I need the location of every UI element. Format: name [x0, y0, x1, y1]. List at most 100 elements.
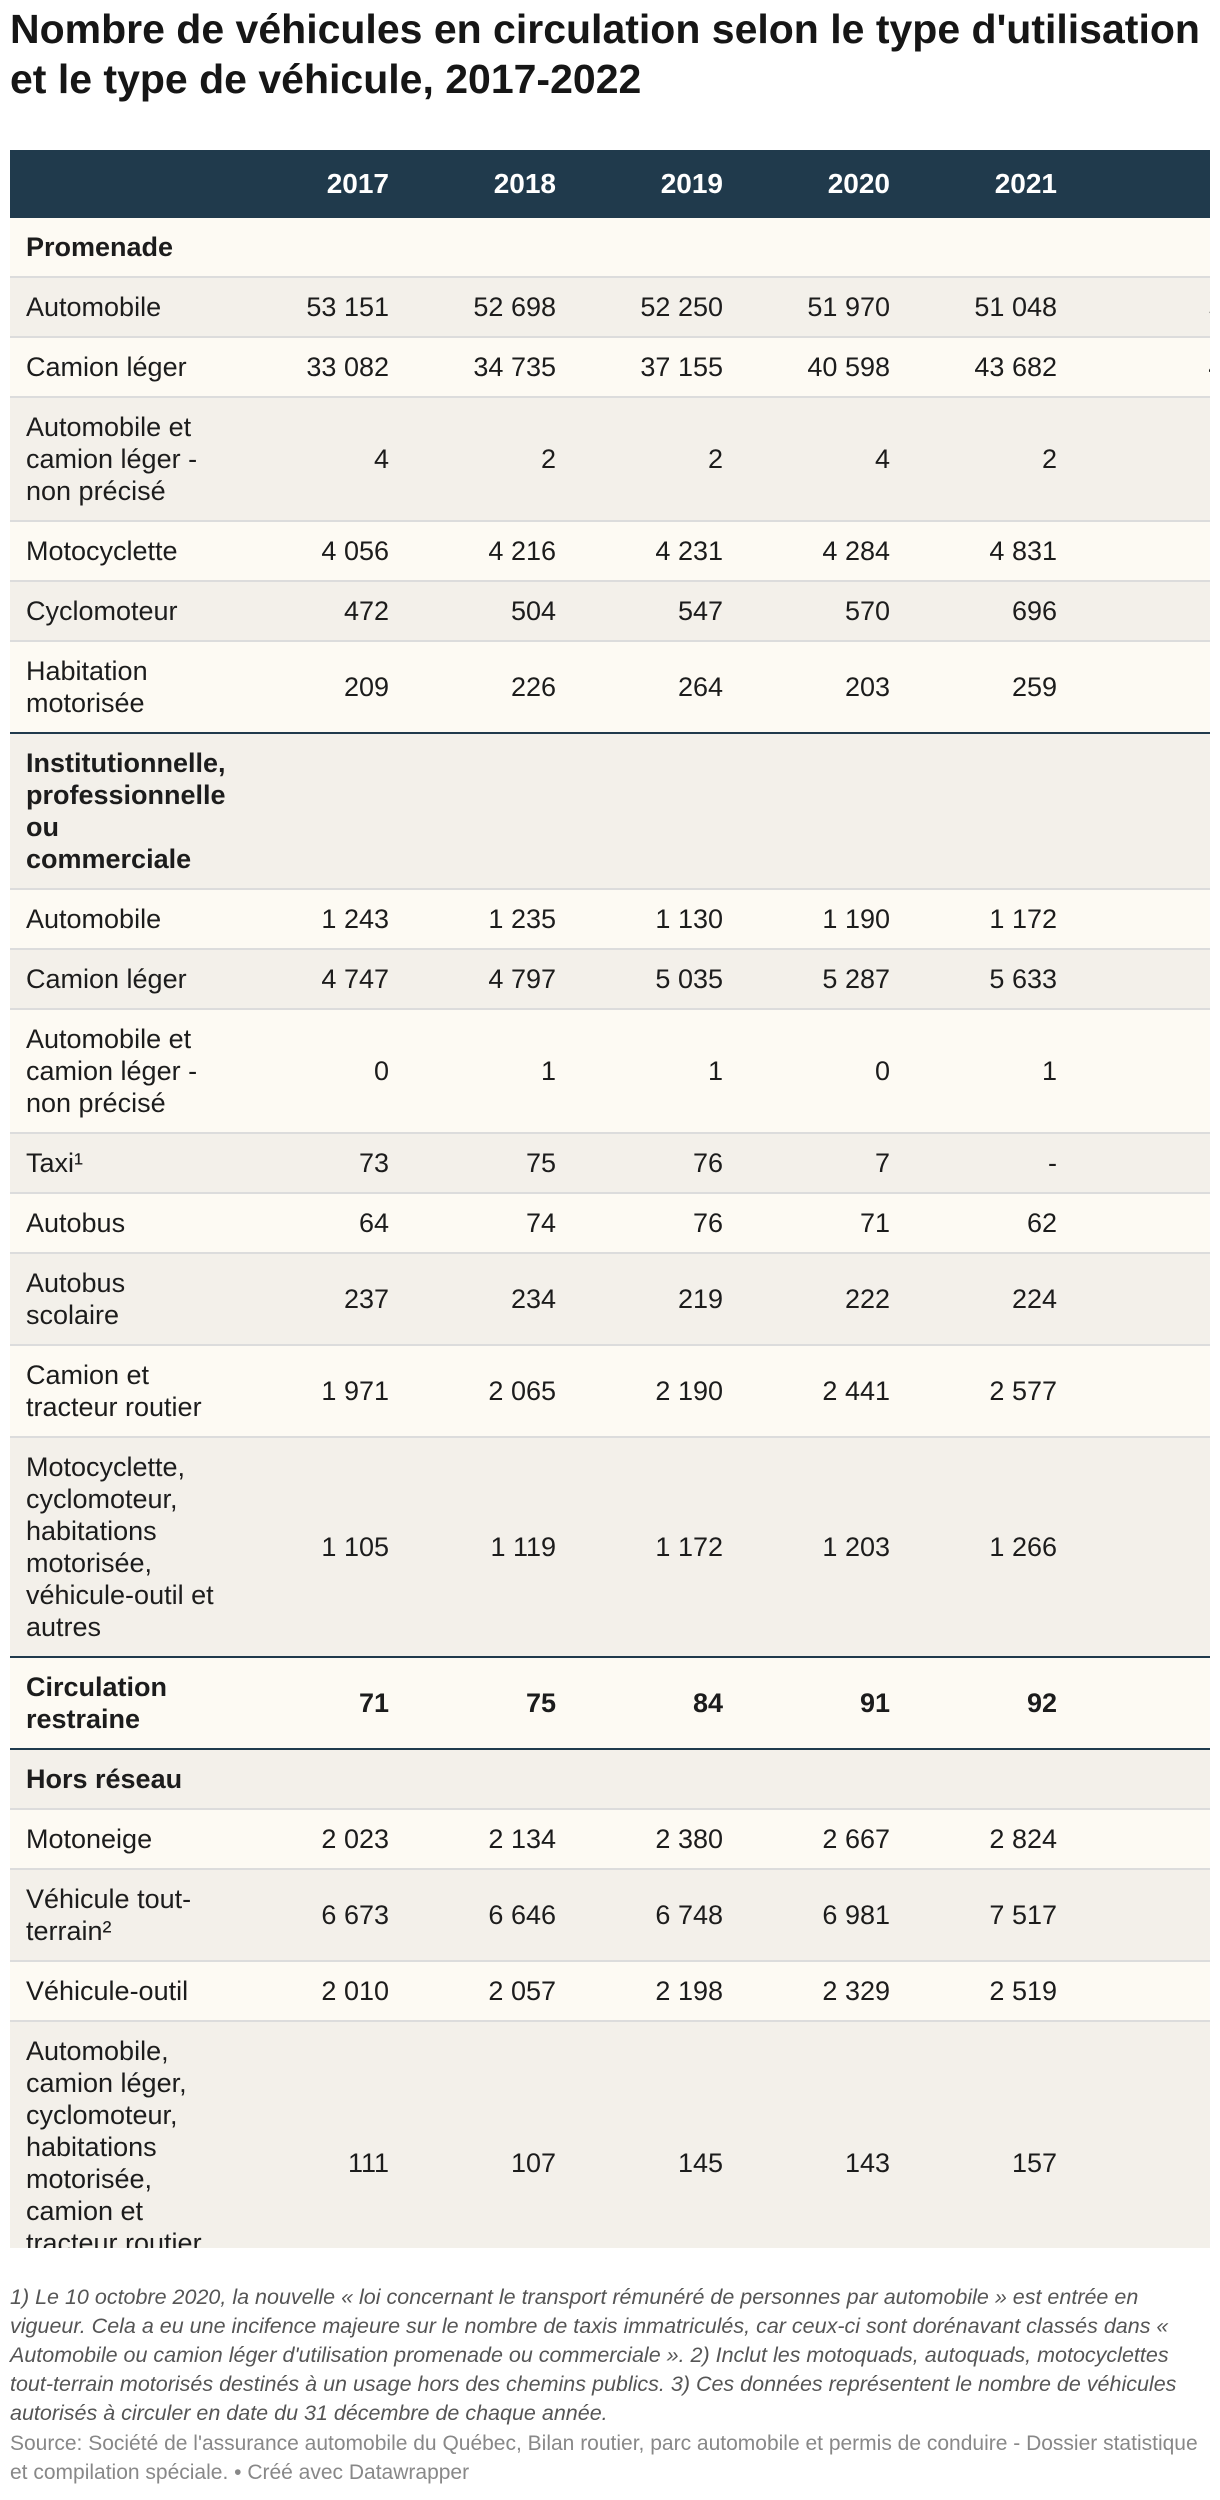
value-cell	[232, 1748, 399, 1809]
value-cell: 2 010	[232, 1960, 399, 2021]
value-cell: 2 824	[900, 1808, 1067, 1869]
value-cell: 1 172	[566, 1436, 733, 1657]
value-cell: 5 287	[733, 948, 900, 1009]
source-line: Source: Société de l'assurance automobil…	[10, 2429, 1210, 2487]
value-cell: 84	[566, 1656, 733, 1749]
row-label: Automobile	[10, 276, 232, 337]
value-cell: 76	[566, 1132, 733, 1193]
value-cell	[399, 1748, 566, 1809]
table-container[interactable]: 2017 2018 2019 2020 2021 202 PromenadeAu…	[10, 150, 1210, 2248]
table-row: Automobile et camion léger - non précisé…	[10, 1008, 1210, 1133]
value-cell: 91	[733, 1656, 900, 1749]
value-cell: 0	[232, 1008, 399, 1133]
row-label: Véhicule tout-terrain²	[10, 1868, 232, 1961]
value-cell: 4 231	[566, 520, 733, 581]
footnotes: 1) Le 10 octobre 2020, la nouvelle « loi…	[10, 2285, 1177, 2425]
value-cell: 226	[399, 640, 566, 733]
row-label: Hors réseau	[10, 1748, 232, 1809]
value-cell: 8	[1067, 1192, 1210, 1253]
value-cell: 1 971	[232, 1344, 399, 1437]
value-cell: 1 190	[733, 888, 900, 949]
value-cell: 2 329	[733, 1960, 900, 2021]
header-cell-year[interactable]: 2020	[733, 150, 900, 218]
value-cell: 45 13	[1067, 336, 1210, 397]
header-cell-year[interactable]: 202	[1067, 150, 1210, 218]
value-cell: 4 216	[399, 520, 566, 581]
source-text: Source: Société de l'assurance automobil…	[10, 2432, 1198, 2484]
value-cell: 37 155	[566, 336, 733, 397]
value-cell: 75	[399, 1656, 566, 1749]
value-cell: 1 266	[900, 1436, 1067, 1657]
value-cell: 81	[1067, 580, 1210, 641]
value-cell: 209	[232, 640, 399, 733]
value-cell: 234	[399, 1252, 566, 1345]
value-cell: 31	[1067, 640, 1210, 733]
value-cell: 2 519	[900, 1960, 1067, 2021]
value-cell: 1	[900, 1008, 1067, 1133]
table-header-row: 2017 2018 2019 2020 2021 202	[10, 150, 1210, 218]
value-cell: 2	[900, 396, 1067, 521]
header-cell-year[interactable]: 2019	[566, 150, 733, 218]
value-cell: 62	[900, 1192, 1067, 1253]
value-cell: 71	[232, 1656, 399, 1749]
value-cell: 6 673	[232, 1868, 399, 1961]
separator-dot: •	[234, 2461, 248, 2484]
header-cell-year[interactable]: 2018	[399, 150, 566, 218]
row-label: Institutionnelle, professionnelle ou com…	[10, 732, 232, 889]
value-cell	[232, 732, 399, 889]
value-cell	[1067, 1008, 1210, 1133]
value-cell: 33 082	[232, 336, 399, 397]
value-cell	[566, 218, 733, 277]
value-cell: 76	[566, 1192, 733, 1253]
table-row: Automobile 53 151 52 698 52 250 51 970 51 048…	[10, 276, 1210, 337]
value-cell: 2 441	[733, 1344, 900, 1437]
row-label: Motoneige	[10, 1808, 232, 1869]
value-cell: 75	[399, 1132, 566, 1193]
table-row: Véhicule tout-terrain² 6 673 6 646 6 748 6 9…	[10, 1868, 1210, 1961]
section-header-row: Promenade	[10, 218, 1210, 277]
header-cell-year[interactable]: 2021	[900, 150, 1067, 218]
row-label: Motocyclette	[10, 520, 232, 581]
value-cell: 5 035	[566, 948, 733, 1009]
value-cell: 22	[1067, 1252, 1210, 1345]
value-cell	[733, 218, 900, 277]
value-cell: 4 056	[232, 520, 399, 581]
value-cell	[1067, 396, 1210, 521]
value-cell: 1	[399, 1008, 566, 1133]
value-cell: 259	[900, 640, 1067, 733]
value-cell: 1 172	[900, 888, 1067, 949]
value-cell: 7 66	[1067, 1868, 1210, 1961]
table-row: Autobus scolaire23723421922222422	[10, 1252, 1210, 1345]
value-cell: 1 38	[1067, 1436, 1210, 1657]
table-row: Habitation motorisée20922626420325931	[10, 640, 1210, 733]
value-cell: 2 667	[733, 1808, 900, 1869]
table-row: Camion léger 33 082 34 735 37 155 40 598 43 6…	[10, 336, 1210, 397]
value-cell: 1 105	[232, 1436, 399, 1657]
header-cell-label	[10, 150, 232, 218]
table-row: Automobile et camion léger - non précisé…	[10, 396, 1210, 521]
value-cell: 34 735	[399, 336, 566, 397]
section-header-row: Institutionnelle, professionnelle ou com…	[10, 732, 1210, 889]
value-cell: 5 88	[1067, 948, 1210, 1009]
value-cell: 52 250	[566, 276, 733, 337]
value-cell	[900, 218, 1067, 277]
value-cell: 2	[566, 396, 733, 521]
value-cell	[566, 1748, 733, 1809]
value-cell	[900, 732, 1067, 889]
value-cell: 145	[566, 2020, 733, 2248]
value-cell: 43 682	[900, 336, 1067, 397]
value-cell: 111	[232, 2020, 399, 2248]
value-cell: 2 023	[232, 1808, 399, 1869]
header-cell-year[interactable]: 2017	[232, 150, 399, 218]
value-cell: 203	[733, 640, 900, 733]
value-cell: 472	[232, 580, 399, 641]
value-cell	[1067, 218, 1210, 277]
value-cell: 143	[733, 2020, 900, 2248]
value-cell: 92	[900, 1656, 1067, 1749]
value-cell: 7	[733, 1132, 900, 1193]
